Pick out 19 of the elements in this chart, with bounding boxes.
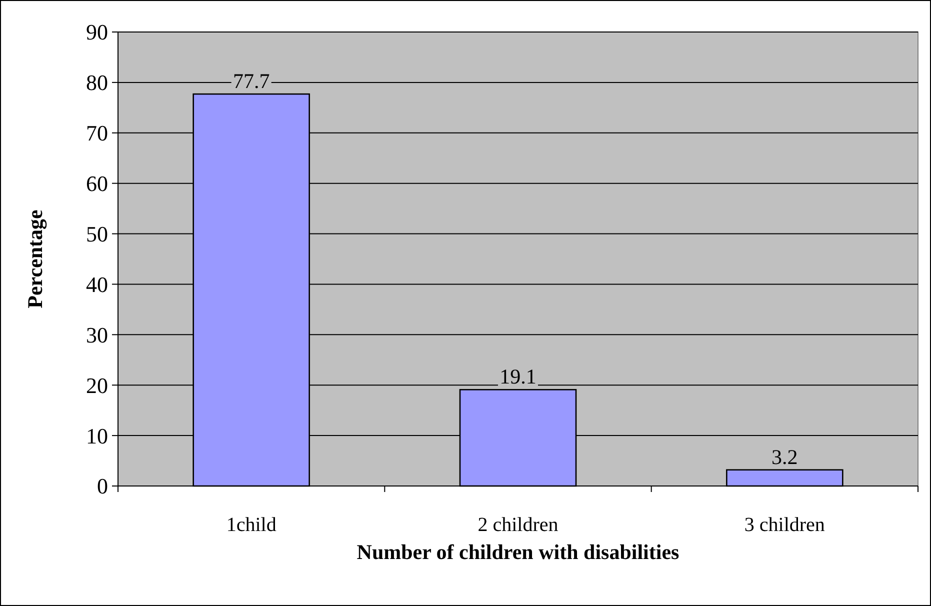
y-tick-label: 60 (86, 171, 108, 196)
data-label: 19.1 (500, 364, 536, 389)
y-tick-label: 30 (86, 322, 108, 348)
y-tick-label: 90 (86, 20, 108, 45)
data-label: 3.2 (772, 444, 798, 469)
data-label: 77.7 (232, 69, 270, 94)
y-tick-label: 10 (86, 423, 108, 448)
y-tick-label: 40 (86, 272, 108, 297)
x-tick-label: 1child (226, 514, 276, 536)
y-tick-label: 20 (86, 372, 108, 398)
y-tick-label: 0 (97, 474, 108, 499)
y-tick-label: 80 (86, 70, 108, 96)
y-tick-label: 70 (86, 120, 108, 146)
x-tick-label: 3 children (744, 514, 825, 536)
x-tick-label: 2 children (478, 514, 558, 536)
bar (726, 469, 844, 487)
y-tick-label: 50 (86, 221, 108, 246)
y-axis-title: Percentage (23, 210, 47, 308)
x-axis-title: Number of children with disabilities (356, 540, 680, 564)
